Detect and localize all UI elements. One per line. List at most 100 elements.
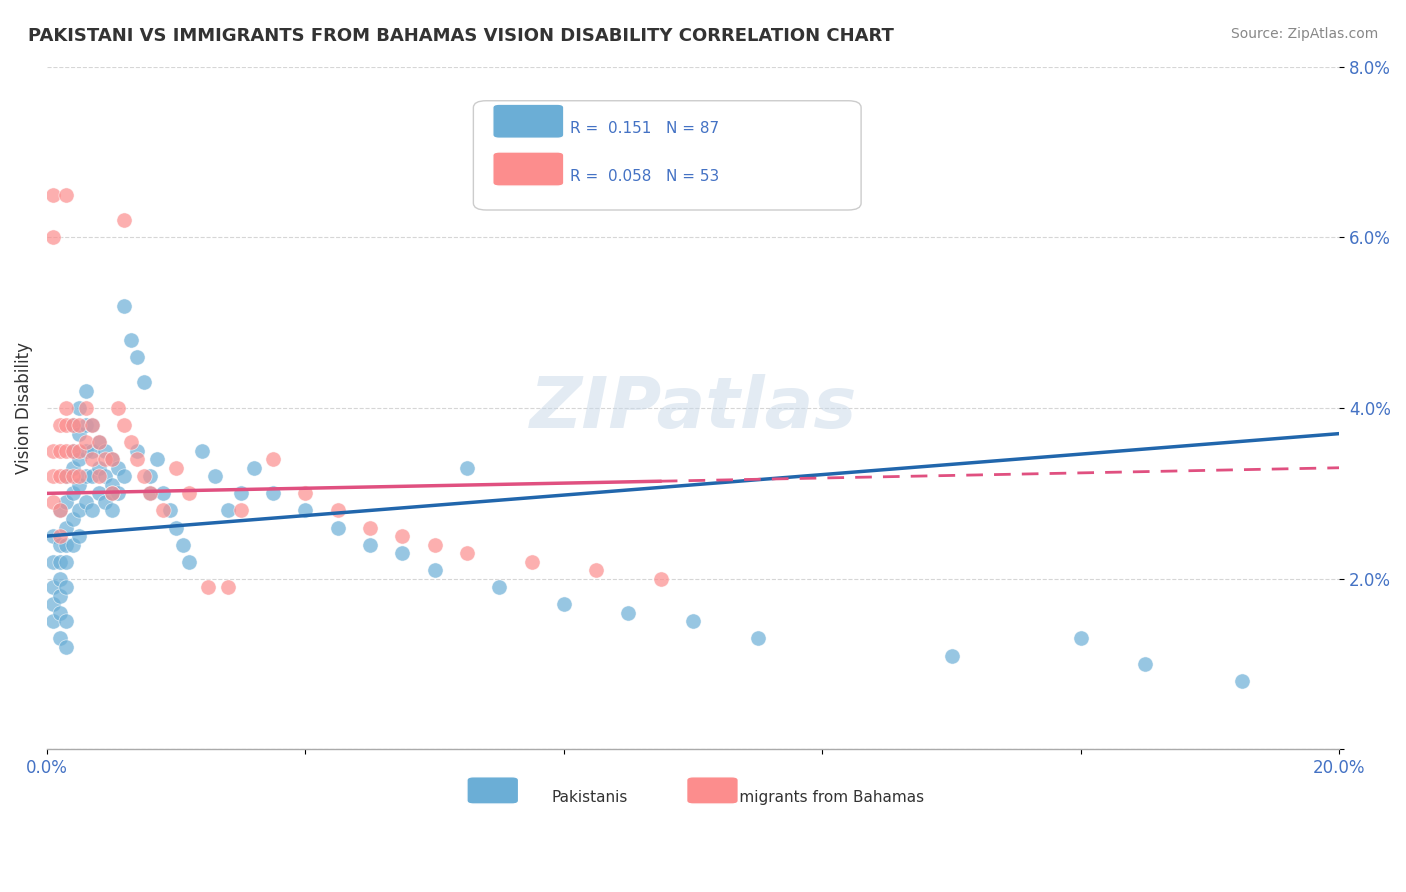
Point — [650, 572, 672, 586]
Point — [1232, 674, 1254, 689]
Point — [94, 452, 117, 467]
Point — [55, 580, 77, 594]
Point — [326, 503, 349, 517]
Point — [120, 333, 142, 347]
Point — [49, 538, 72, 552]
Text: Source: ZipAtlas.com: Source: ZipAtlas.com — [1230, 27, 1378, 41]
Point — [107, 486, 129, 500]
Point — [49, 589, 72, 603]
Point — [75, 384, 97, 398]
Point — [55, 640, 77, 654]
Point — [114, 299, 136, 313]
Point — [82, 503, 104, 517]
Point — [75, 418, 97, 433]
Point — [82, 452, 104, 467]
Point — [326, 520, 349, 534]
Point — [75, 443, 97, 458]
Point — [55, 187, 77, 202]
Point — [100, 486, 122, 500]
Point — [62, 512, 84, 526]
Point — [87, 460, 110, 475]
Point — [82, 443, 104, 458]
Point — [242, 460, 264, 475]
Point — [1070, 632, 1092, 646]
Point — [132, 469, 155, 483]
Point — [67, 443, 90, 458]
Point — [42, 469, 65, 483]
Point — [177, 555, 200, 569]
Point — [553, 597, 575, 611]
Point — [100, 486, 122, 500]
Point — [67, 529, 90, 543]
Point — [359, 538, 381, 552]
Point — [217, 503, 239, 517]
Text: Immigrants from Bahamas: Immigrants from Bahamas — [720, 790, 924, 805]
Text: PAKISTANI VS IMMIGRANTS FROM BAHAMAS VISION DISABILITY CORRELATION CHART: PAKISTANI VS IMMIGRANTS FROM BAHAMAS VIS… — [28, 27, 894, 45]
Point — [682, 615, 704, 629]
Point — [262, 452, 284, 467]
Point — [67, 469, 90, 483]
Point — [55, 538, 77, 552]
FancyBboxPatch shape — [474, 101, 860, 210]
Point — [62, 460, 84, 475]
Point — [62, 418, 84, 433]
Point — [42, 529, 65, 543]
Point — [152, 486, 174, 500]
Point — [204, 469, 226, 483]
Point — [42, 495, 65, 509]
Point — [139, 486, 162, 500]
Point — [94, 469, 117, 483]
Point — [114, 213, 136, 227]
Point — [49, 503, 72, 517]
Point — [456, 460, 478, 475]
Point — [55, 520, 77, 534]
Point — [55, 495, 77, 509]
Point — [139, 486, 162, 500]
Point — [114, 418, 136, 433]
Point — [75, 495, 97, 509]
Point — [75, 435, 97, 450]
Point — [75, 401, 97, 415]
Point — [55, 555, 77, 569]
Point — [152, 503, 174, 517]
Point — [217, 580, 239, 594]
Point — [62, 443, 84, 458]
Point — [229, 503, 252, 517]
Point — [55, 469, 77, 483]
Point — [107, 401, 129, 415]
FancyBboxPatch shape — [492, 104, 564, 138]
Point — [127, 443, 149, 458]
FancyBboxPatch shape — [467, 777, 519, 804]
Point — [42, 443, 65, 458]
Point — [294, 486, 316, 500]
Point — [585, 563, 607, 577]
Point — [55, 401, 77, 415]
Point — [747, 632, 769, 646]
Point — [67, 478, 90, 492]
Point — [87, 469, 110, 483]
Point — [55, 615, 77, 629]
Point — [87, 435, 110, 450]
Point — [165, 520, 187, 534]
Point — [49, 572, 72, 586]
Point — [67, 452, 90, 467]
Point — [423, 538, 446, 552]
Point — [67, 503, 90, 517]
Point — [159, 503, 181, 517]
Point — [391, 546, 413, 560]
Point — [520, 555, 543, 569]
Point — [229, 486, 252, 500]
FancyBboxPatch shape — [686, 777, 738, 804]
Point — [262, 486, 284, 500]
Point — [67, 418, 90, 433]
FancyBboxPatch shape — [492, 152, 564, 186]
Point — [42, 187, 65, 202]
Point — [62, 418, 84, 433]
Point — [107, 460, 129, 475]
Point — [49, 503, 72, 517]
Point — [62, 443, 84, 458]
Point — [423, 563, 446, 577]
Point — [49, 469, 72, 483]
Point — [165, 460, 187, 475]
Point — [55, 418, 77, 433]
